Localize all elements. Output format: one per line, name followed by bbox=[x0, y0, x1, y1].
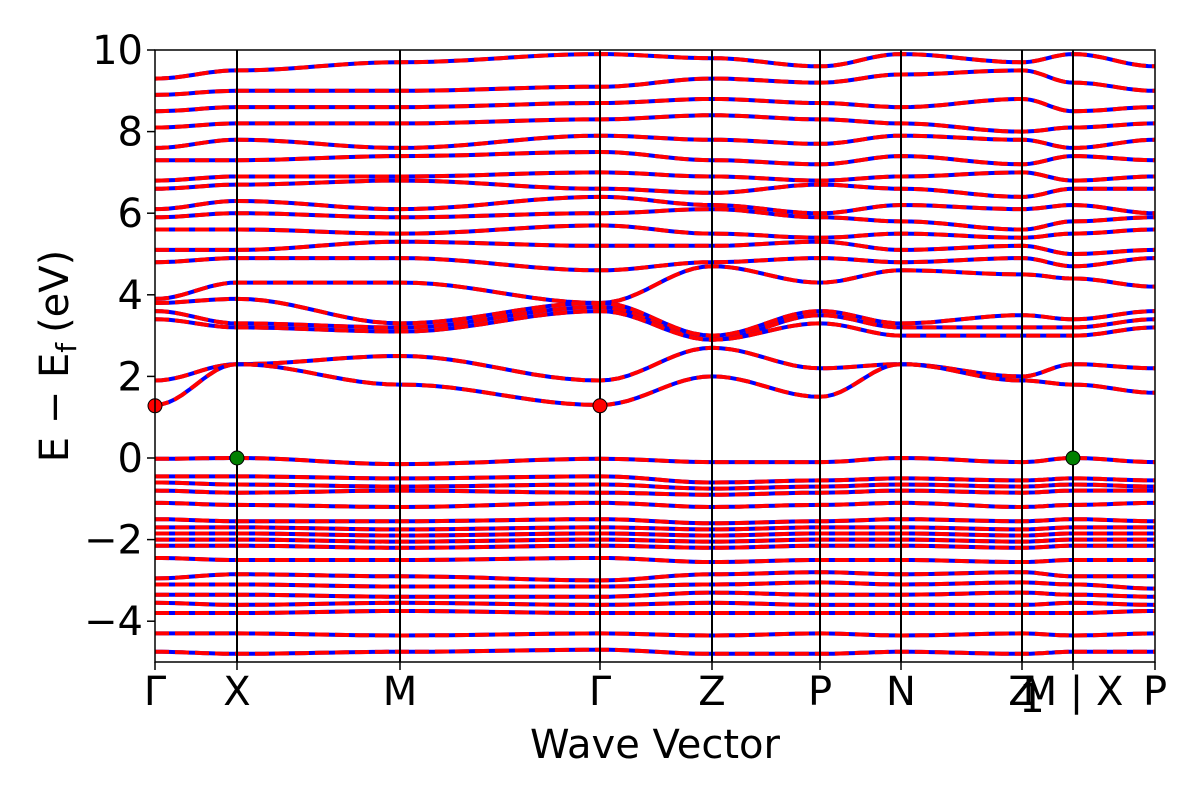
y-tick-label-5: 6 bbox=[118, 191, 143, 237]
y-axis-title-main: E − E bbox=[32, 353, 78, 463]
x-axis-title: Wave Vector bbox=[530, 722, 781, 768]
x-tick-label-8: M | X bbox=[1023, 669, 1124, 715]
band-line-36-red bbox=[155, 647, 1155, 656]
band-line-26-red bbox=[155, 531, 1155, 538]
band-line-27-red bbox=[155, 537, 1155, 544]
x-tick-extra-label: 1 bbox=[1019, 676, 1044, 722]
plot-frame bbox=[154, 49, 1156, 663]
band-line-9-red bbox=[154, 207, 1155, 232]
band-line-35-red bbox=[155, 631, 1156, 638]
x-tick-label-1: X bbox=[223, 669, 250, 715]
y-tick-label-7: 10 bbox=[92, 28, 143, 74]
band-line-23-red bbox=[155, 500, 1155, 510]
band-line-1-red bbox=[154, 68, 1156, 97]
band-line-6-red bbox=[154, 170, 1155, 183]
band-edge-marker-2 bbox=[229, 450, 245, 466]
x-tick-label-6: N bbox=[886, 669, 916, 715]
x-axis-ticks: Γ X M Γ Z P N ZM | X P1 bbox=[144, 662, 1167, 722]
bands-layer bbox=[154, 52, 1156, 656]
band-line-8-red bbox=[154, 194, 1156, 216]
band-line-29-red bbox=[155, 556, 1155, 564]
band-edge-marker-1 bbox=[592, 398, 608, 414]
x-tick-label-0: Γ bbox=[144, 669, 167, 715]
band-line-20-red bbox=[155, 474, 1155, 485]
band-line-5-red bbox=[155, 149, 1156, 167]
band-line-22-red bbox=[154, 488, 1155, 497]
x-tick-label-4: Z bbox=[698, 669, 725, 715]
band-line-7-red bbox=[155, 178, 1155, 199]
band-line-11-red bbox=[155, 239, 1156, 256]
y-axis-title-unit: (eV) bbox=[32, 250, 78, 333]
high-symmetry-lines bbox=[236, 50, 1074, 662]
band-line-28-red bbox=[155, 543, 1155, 550]
y-tick-label-2: 0 bbox=[118, 436, 143, 482]
y-tick-label-4: 4 bbox=[118, 273, 143, 319]
band-line-10-red bbox=[155, 223, 1156, 240]
band-line-33-red bbox=[154, 600, 1156, 607]
band-line-19-red bbox=[155, 455, 1156, 467]
band-line-21-red bbox=[155, 480, 1156, 491]
band-edge-marker-3 bbox=[1065, 450, 1081, 466]
band-line-34-red bbox=[155, 609, 1155, 615]
y-axis-title-subscript: f bbox=[50, 342, 83, 353]
band-line-18-red bbox=[154, 362, 1156, 408]
band-line-4-red bbox=[154, 133, 1156, 150]
band-line-31-red bbox=[155, 580, 1156, 591]
band-line-0-red bbox=[154, 52, 1156, 81]
y-tick-label-1: −2 bbox=[84, 518, 143, 564]
x-tick-label-5: P bbox=[808, 669, 832, 715]
band-line-24-red bbox=[155, 517, 1155, 526]
x-tick-label-7: Z bbox=[1008, 669, 1035, 715]
band-line-12-red bbox=[154, 256, 1156, 273]
x-tick-label-9: P bbox=[1143, 669, 1167, 715]
band-line-30-red bbox=[154, 570, 1155, 583]
band-line-2-red bbox=[154, 96, 1156, 114]
x-tick-label-3: Γ bbox=[589, 669, 612, 715]
band-line-25-red bbox=[155, 525, 1155, 532]
y-tick-label-6: 8 bbox=[118, 110, 143, 156]
y-tick-label-3: 2 bbox=[118, 354, 143, 400]
band-line-32-red bbox=[155, 590, 1155, 599]
y-axis-ticks: −4 −2 0 2 4 6 8 10 bbox=[84, 28, 155, 645]
x-tick-label-2: M bbox=[383, 669, 418, 715]
y-tick-label-0: −4 bbox=[84, 599, 143, 645]
band-line-3-red bbox=[155, 113, 1156, 134]
y-axis-title: E − Ef (eV) bbox=[32, 250, 83, 463]
